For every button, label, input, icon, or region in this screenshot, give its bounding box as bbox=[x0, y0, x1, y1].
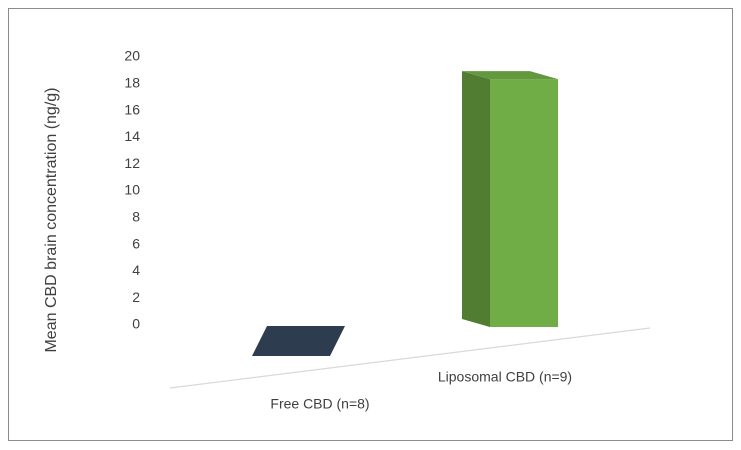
y-tick-label: 6 bbox=[132, 235, 140, 251]
floor-line bbox=[169, 327, 651, 389]
y-tick-label: 16 bbox=[124, 101, 140, 117]
bar-side bbox=[462, 71, 490, 327]
y-tick-label: 2 bbox=[132, 289, 140, 305]
y-tick-label: 8 bbox=[132, 209, 140, 225]
y-tick-label: 0 bbox=[132, 316, 140, 332]
bar-top bbox=[462, 71, 558, 80]
bar-top bbox=[252, 326, 345, 356]
x-tick-label: Free CBD (n=8) bbox=[270, 396, 369, 412]
y-tick-label: 10 bbox=[124, 182, 140, 198]
bar bbox=[490, 79, 558, 327]
y-tick-label: 20 bbox=[124, 48, 140, 64]
chart-border bbox=[8, 8, 733, 441]
y-tick-label: 14 bbox=[124, 128, 140, 144]
y-tick-label: 4 bbox=[132, 262, 140, 278]
y-tick-label: 12 bbox=[124, 155, 140, 171]
x-tick-label: Liposomal CBD (n=9) bbox=[438, 369, 572, 385]
y-axis-title: Mean CBD brain concentration (ng/g) bbox=[43, 87, 60, 352]
y-tick-label: 18 bbox=[124, 75, 140, 91]
